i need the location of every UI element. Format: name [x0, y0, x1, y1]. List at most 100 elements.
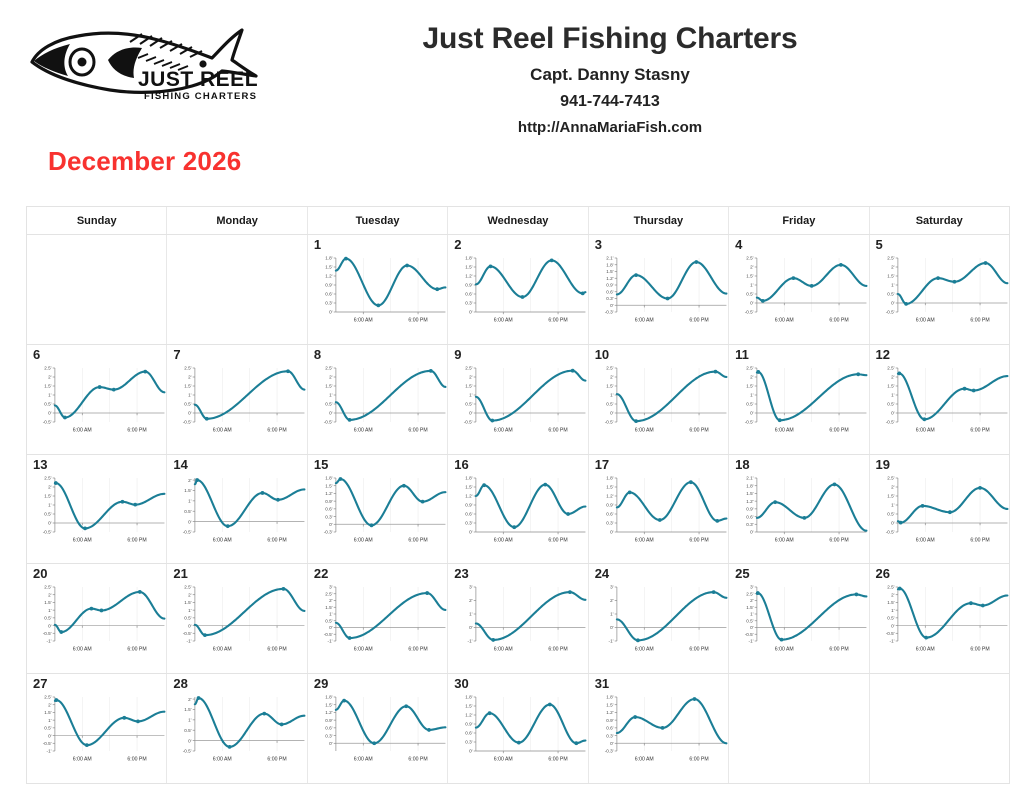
svg-text:2.5': 2.5': [887, 585, 894, 590]
calendar-day-cell-30[interactable]: 30 1.8' 1.5' 1.2' 0.9' 0.6' 0.3' 0' 6:00 AM 6:00 …: [448, 674, 589, 783]
high-tide-marker: [856, 372, 861, 376]
svg-text:1.2': 1.2': [466, 493, 473, 498]
svg-text:0.9': 0.9': [746, 506, 753, 511]
day-of-week-header-friday: Friday: [729, 207, 870, 234]
svg-text:0.3': 0.3': [746, 522, 753, 527]
calendar-day-cell-16[interactable]: 16 1.8' 1.5' 1.2' 0.9' 0.6' 0.3' 0' 6:00 AM 6:00 …: [448, 454, 589, 564]
svg-text:6:00 AM: 6:00 AM: [213, 537, 232, 543]
svg-text:-1': -1': [327, 639, 332, 644]
svg-text:0': 0': [610, 626, 614, 631]
calendar-day-cell-21[interactable]: 21 2.5' 2' 1.5' 1' 0.5' 0' -0.5' -1' 6:00 AM 6:00 …: [167, 564, 308, 674]
calendar-day-cell-14[interactable]: 14 2' 1.5' 1' 0.5' 0' -0.5' 6:00 AM 6:00 PM: [167, 454, 308, 564]
day-number: 4: [735, 237, 743, 252]
calendar-day-cell-18[interactable]: 18 2.1' 1.8' 1.5' 1.2' 0.9' 0.6' 0.3' 0' 6:00 AM 6…: [729, 454, 870, 564]
svg-text:0.6': 0.6': [606, 511, 613, 516]
svg-text:0': 0': [469, 529, 473, 534]
calendar-day-cell-11[interactable]: 11 2.5' 2' 1.5' 1' 0.5' 0' -0.5' 6:00 AM 6:00 PM: [729, 344, 870, 454]
calendar-day-cell-6[interactable]: 6 2.5' 2' 1.5' 1' 0.5' 0' -0.5' 6:00 AM 6:00 PM: [27, 344, 168, 454]
svg-text:1.8': 1.8': [606, 262, 613, 267]
high-tide-marker: [195, 477, 200, 482]
website-link[interactable]: http://AnnaMariaFish.com: [517, 119, 703, 136]
calendar-day-cell-31[interactable]: 31 1.8' 1.5' 1.2' 0.9' 0.6' 0.3' 0' -0.3' 6:00 AM…: [589, 674, 730, 783]
calendar-day-cell-12[interactable]: 12 2.5' 2' 1.5' 1' 0.5' 0' -0.5' 6:00 AM 6:00 PM: [870, 345, 1009, 454]
svg-text:1.5': 1.5': [325, 383, 332, 388]
calendar-day-cell-24[interactable]: 24 3' 2' 1' 0' -1' 6:00 AM 6:00 PM: [589, 564, 730, 674]
svg-text:-0.3': -0.3': [604, 749, 613, 754]
calendar-day-cell-26[interactable]: 26 2.5' 2' 1.5' 1' 0.5' 0' -0.5' -1' 6:00 AM 6:00 …: [870, 564, 1009, 673]
calendar-day-cell-23[interactable]: 23 3' 2' 1' 0' -1' 6:00 AM 6:00 PM: [448, 564, 589, 674]
calendar-day-cell-22[interactable]: 22 3' 2.5' 2' 1.5' 1' 0.5' 0' -0.5' -1' 6:00 AM 6:0…: [308, 564, 449, 674]
calendar-day-cell-29[interactable]: 29 1.8' 1.5' 1.2' 0.9' 0.6' 0.3' 0' 6:00 AM 6:00 …: [308, 674, 449, 783]
low-tide-marker: [226, 523, 231, 528]
high-tide-marker: [97, 384, 102, 389]
calendar-day-cell-13[interactable]: 13 2.5' 2' 1.5' 1' 0.5' 0' -0.5' 6:00 AM 6:00 PM: [27, 454, 168, 564]
high-tide-marker: [54, 698, 59, 703]
calendar-day-cell-10[interactable]: 10 2.5' 2' 1.5' 1' 0.5' 0' -0.5' 6:00 AM 6:00 PM: [589, 344, 730, 454]
calendar-day-cell-17[interactable]: 17 1.8' 1.5' 1.2' 0.9' 0.6' 0.3' 0' 6:00 AM 6:00 …: [589, 454, 730, 564]
calendar-day-cell-4[interactable]: 4 2.5' 2' 1.5' 1' 0.5' 0' -0.5' 6:00 AM 6:00 PM: [729, 235, 870, 344]
svg-text:0': 0': [469, 749, 473, 754]
svg-text:1.5': 1.5': [606, 703, 613, 708]
svg-text:0.6': 0.6': [466, 292, 473, 297]
calendar-day-cell-9[interactable]: 9 2.5' 2' 1.5' 1' 0.5' 0' -0.5' 6:00 AM 6:00 PM: [448, 344, 589, 454]
svg-text:0.3': 0.3': [466, 301, 473, 306]
high-tide-marker: [286, 369, 291, 373]
svg-text:0': 0': [329, 310, 333, 315]
svg-text:1': 1': [189, 608, 193, 613]
low-tide-marker: [903, 302, 908, 306]
calendar-day-cell-28[interactable]: 28 2' 1.5' 1' 0.5' 0' -0.5' 6:00 AM 6:00 PM: [167, 674, 308, 783]
day-number: 1: [313, 237, 322, 252]
low-tide-marker: [369, 523, 374, 527]
calendar-day-cell-5[interactable]: 5 2.5' 2' 1.5' 1' 0.5' 0' -0.5' 6:00 AM 6:00 PM: [870, 235, 1009, 344]
svg-text:2.5': 2.5': [887, 475, 894, 480]
svg-text:6:00 AM: 6:00 AM: [915, 537, 934, 543]
svg-text:1': 1': [189, 718, 193, 723]
calendar-day-cell-3[interactable]: 3 2.1' 1.8' 1.5' 1.2' 0.9' 0.6' 0.3' 0' -0.3' 6:00…: [589, 235, 730, 344]
calendar-day-cell-19[interactable]: 19 2.5' 2' 1.5' 1' 0.5' 0' -0.5' 6:00 AM 6:00 PM: [870, 455, 1009, 564]
tide-chart-day-30: 1.8' 1.5' 1.2' 0.9' 0.6' 0.3' 0' 6:00 AM 6:00 PM: [450, 692, 587, 764]
calendar-day-cell-1[interactable]: 1 1.8' 1.5' 1.2' 0.9' 0.6' 0.3' 0' 6:00 AM 6:00 P…: [308, 235, 449, 344]
svg-text:0.6': 0.6': [325, 292, 332, 297]
calendar-week-row: 27 2.5' 2' 1.5' 1' 0.5' 0' -0.5' -1' 6:00 AM 6:00 …: [27, 674, 1009, 783]
low-tide-marker: [280, 722, 284, 727]
calendar-day-cell-27[interactable]: 27 2.5' 2' 1.5' 1' 0.5' 0' -0.5' -1' 6:00 AM 6:00 …: [27, 674, 168, 783]
svg-text:6:00 AM: 6:00 AM: [494, 427, 513, 433]
low-tide-marker: [574, 741, 579, 746]
svg-text:1.2': 1.2': [466, 713, 473, 718]
low-tide-marker: [809, 284, 814, 288]
svg-text:6:00 PM: 6:00 PM: [830, 317, 849, 323]
svg-text:6:00 AM: 6:00 AM: [354, 427, 373, 433]
low-tide-marker: [490, 418, 495, 423]
svg-text:6:00 PM: 6:00 PM: [268, 757, 287, 763]
day-number: 17: [594, 456, 610, 472]
day-number: 28: [173, 676, 188, 692]
low-tide-marker: [372, 741, 376, 746]
low-tide-marker: [136, 719, 140, 724]
svg-text:2': 2': [610, 599, 614, 604]
calendar-day-cell-15[interactable]: 15 1.8' 1.5' 1.2' 0.9' 0.6' 0.3' 0' -0.3' 6:00 AM…: [308, 454, 449, 564]
tide-curve: [53, 591, 166, 634]
svg-text:-0.5': -0.5': [324, 632, 333, 637]
svg-text:0': 0': [610, 303, 614, 308]
calendar-day-cell-25[interactable]: 25 3' 2.5' 2' 1.5' 1' 0.5' 0' -0.5' -1' 6:00 AM 6:0…: [729, 564, 870, 674]
calendar-day-cell-7[interactable]: 7 2.5' 2' 1.5' 1' 0.5' 0' -0.5' 6:00 AM 6:00 PM: [167, 344, 308, 454]
svg-text:6:00 PM: 6:00 PM: [408, 647, 427, 653]
svg-text:0.9': 0.9': [325, 498, 332, 503]
low-tide-marker: [512, 524, 517, 529]
tide-curve: [755, 370, 868, 422]
svg-text:6:00 AM: 6:00 AM: [775, 647, 794, 653]
high-tide-marker: [197, 696, 201, 701]
calendar-day-cell-20[interactable]: 20 2.5' 2' 1.5' 1' 0.5' 0' -0.5' -1' 6:00 AM 6:00 …: [27, 564, 168, 674]
svg-text:2.1': 2.1': [606, 256, 613, 261]
calendar-day-cell-2[interactable]: 2 1.8' 1.5' 1.2' 0.9' 0.6' 0.3' 0' 6:00 AM 6:00 P…: [448, 235, 589, 344]
calendar-day-cell-8[interactable]: 8 2.5' 2' 1.5' 1' 0.5' 0' -0.5' 6:00 AM 6:00 PM: [308, 344, 449, 454]
tide-chart-day-28: 2' 1.5' 1' 0.5' 0' -0.5' 6:00 AM 6:00 PM: [169, 692, 306, 764]
svg-text:0': 0': [750, 626, 754, 631]
svg-text:1.5': 1.5': [325, 483, 332, 488]
svg-text:0.3': 0.3': [466, 520, 473, 525]
svg-text:0': 0': [329, 626, 333, 631]
svg-text:0': 0': [329, 522, 333, 527]
low-tide-marker: [660, 726, 665, 730]
svg-text:0.5': 0.5': [185, 509, 192, 514]
svg-text:0': 0': [48, 410, 52, 415]
